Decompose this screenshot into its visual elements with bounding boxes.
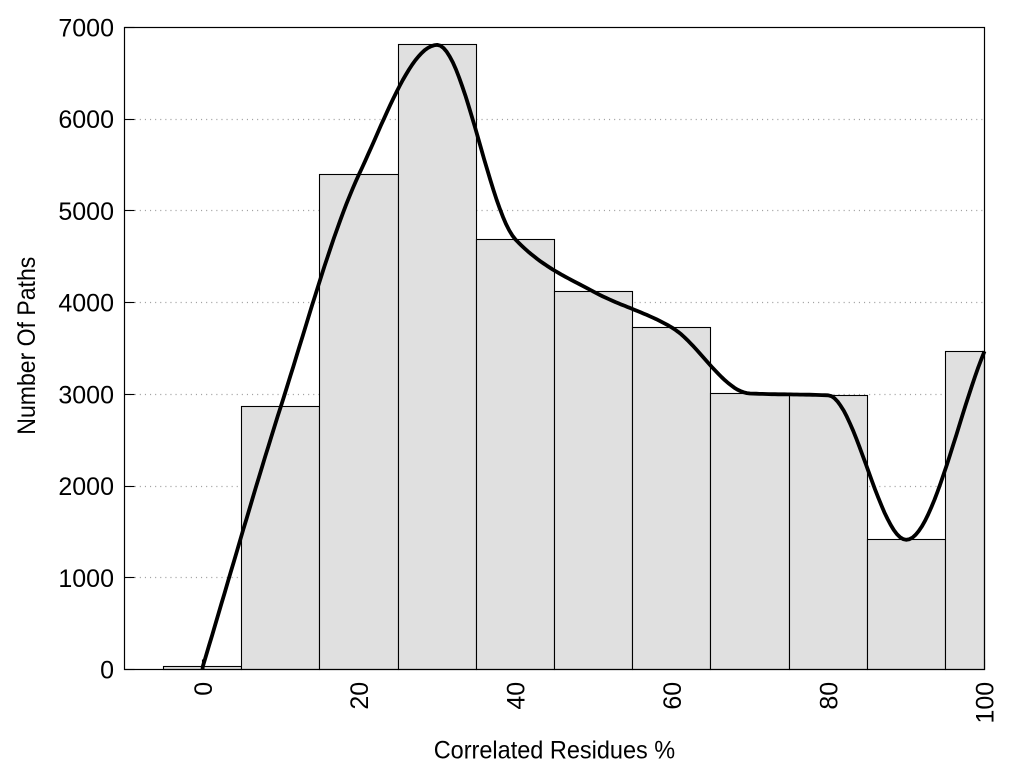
svg-text:20: 20 xyxy=(346,682,374,710)
svg-text:40: 40 xyxy=(503,682,531,710)
svg-text:2000: 2000 xyxy=(58,473,114,501)
svg-text:60: 60 xyxy=(659,682,687,710)
svg-text:0: 0 xyxy=(100,657,114,685)
svg-text:1000: 1000 xyxy=(58,565,114,593)
svg-text:7000: 7000 xyxy=(58,15,114,43)
svg-text:3000: 3000 xyxy=(58,381,114,409)
svg-text:Correlated Residues %: Correlated Residues % xyxy=(434,737,676,765)
svg-text:80: 80 xyxy=(815,682,843,710)
svg-text:100: 100 xyxy=(972,682,1000,724)
svg-text:0: 0 xyxy=(190,682,218,696)
svg-text:Number Of Paths: Number Of Paths xyxy=(13,257,41,435)
svg-text:4000: 4000 xyxy=(58,290,114,318)
svg-text:5000: 5000 xyxy=(58,198,114,226)
svg-text:6000: 6000 xyxy=(58,106,114,134)
